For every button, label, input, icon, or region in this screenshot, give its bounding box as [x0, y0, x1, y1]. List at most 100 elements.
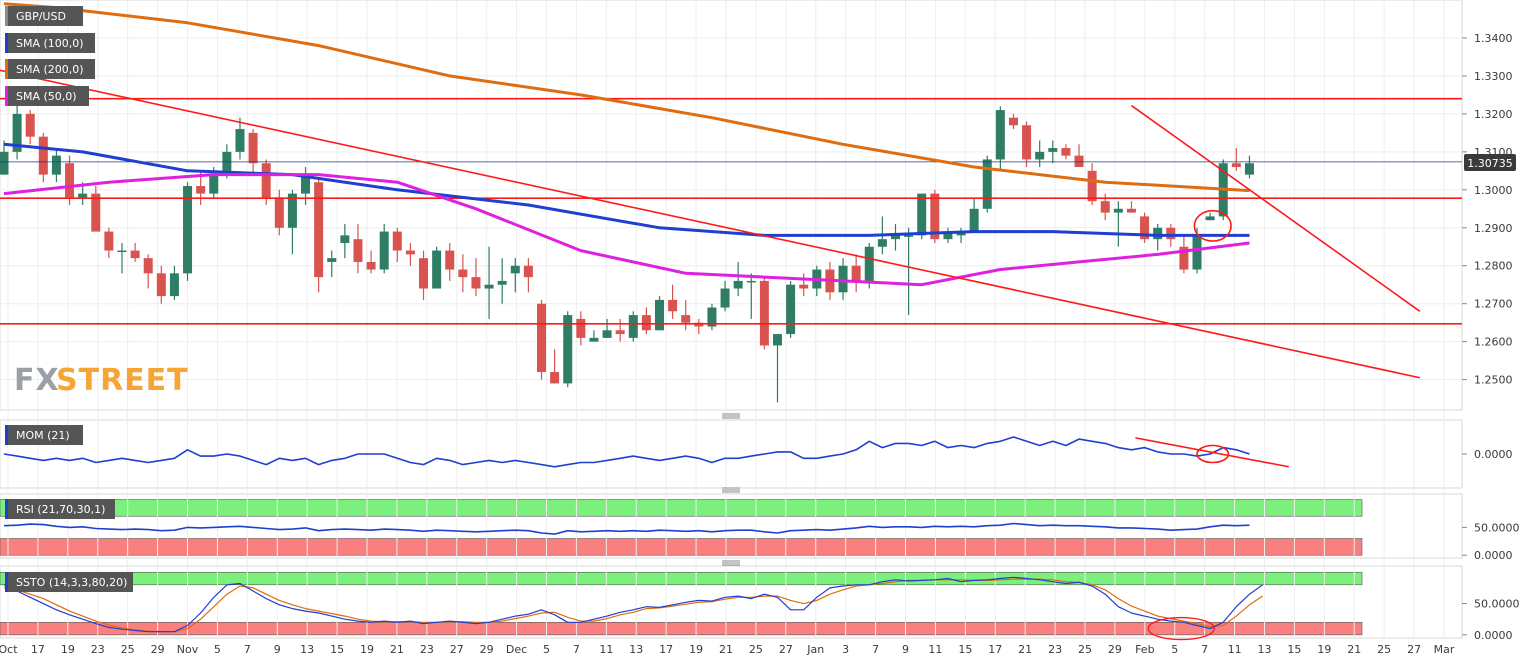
y-tick-label: 1.3000 [1474, 184, 1513, 197]
ssto-d-line [3, 578, 1263, 633]
x-tick-label: 3 [842, 643, 849, 656]
oscillator-layer [3, 436, 1289, 641]
x-tick-label: 21 [1347, 643, 1361, 656]
candle-body [681, 315, 691, 323]
candle-body [301, 174, 311, 194]
candle-body [274, 197, 284, 228]
y-tick-label: 1.3300 [1474, 70, 1513, 83]
candle-body [838, 265, 848, 293]
candle-body [864, 246, 874, 281]
legend-sma200[interactable]: SMA (200,0) [5, 59, 95, 79]
x-tick-label: 7 [244, 643, 251, 656]
candle-body [772, 334, 782, 346]
legend-ssto[interactable]: SSTO (14,3,3,80,20) [5, 572, 133, 592]
grip-handle-icon[interactable] [722, 487, 740, 493]
candle-body [1074, 155, 1084, 168]
candle-body [1153, 227, 1163, 240]
candle-body [799, 284, 809, 289]
candle-body [51, 155, 61, 175]
legend-sma50[interactable]: SMA (50,0) [5, 86, 89, 106]
candle-body [183, 186, 193, 274]
x-tick-label: 29 [1108, 643, 1122, 656]
rsi-line [3, 522, 1250, 535]
y-tick-label: 50.0000 [1474, 521, 1520, 534]
svg-text:SMA (100,0): SMA (100,0) [16, 37, 84, 50]
sma100-line [3, 142, 1250, 237]
x-tick-label: 11 [1228, 643, 1242, 656]
x-tick-label: 21 [390, 643, 404, 656]
candle-body [65, 163, 75, 198]
candle-body [904, 235, 914, 237]
candle-body [877, 239, 887, 247]
x-tick-label: 25 [749, 643, 763, 656]
candle-body [38, 136, 48, 175]
x-tick-label: 5 [214, 643, 221, 656]
candle-body [786, 284, 796, 335]
svg-text:SMA (50,0): SMA (50,0) [16, 90, 77, 103]
candle-body [1022, 125, 1032, 160]
x-tick-label: 5 [1171, 643, 1178, 656]
trendline [0, 69, 1421, 379]
y-tick-label: 0.0000 [1474, 629, 1513, 642]
trendline [1130, 104, 1421, 312]
candle-body [287, 193, 297, 228]
candle-body [1035, 151, 1045, 160]
x-tick-label: 7 [573, 643, 580, 656]
x-tick-label: 19 [360, 643, 374, 656]
candle-body [156, 273, 166, 297]
candle-body [366, 261, 376, 270]
x-tick-label: 19 [1317, 643, 1331, 656]
candle-body [628, 315, 638, 338]
x-tick-label: 13 [1258, 643, 1272, 656]
legend-rsi[interactable]: RSI (21,70,30,1) [5, 499, 115, 519]
candle-body [419, 258, 429, 289]
candle-body [484, 284, 494, 289]
x-tick-label: 17 [659, 643, 673, 656]
candle-body [340, 235, 350, 243]
candle-body [746, 280, 756, 283]
candle-body [248, 132, 258, 164]
candle-body [1048, 148, 1058, 152]
candle-body [537, 303, 547, 373]
legend-sma100[interactable]: SMA (100,0) [5, 33, 95, 53]
candle-body [209, 174, 219, 194]
candle-body [995, 110, 1005, 160]
candle-body [1087, 170, 1097, 202]
x-tick-label: 19 [61, 643, 75, 656]
y-tick-label: 0.0000 [1474, 549, 1513, 562]
candle-body [510, 265, 520, 274]
mom-panel [0, 419, 1463, 489]
fxstreet-watermark-street: STREET [56, 363, 189, 398]
x-tick-label: 23 [91, 643, 105, 656]
candle-body [104, 231, 114, 251]
x-tick-label: 25 [1078, 643, 1092, 656]
current-price-label: 1.30735 [1467, 157, 1513, 170]
grip-handle-icon[interactable] [722, 560, 740, 566]
candle-body [405, 250, 415, 255]
y-tick-label: 1.3400 [1474, 32, 1513, 45]
candle-body [143, 258, 153, 274]
candle-body [576, 318, 586, 338]
y-tick-label: 1.3200 [1474, 108, 1513, 121]
x-tick-label: 21 [719, 643, 733, 656]
x-tick-label: 7 [1201, 643, 1208, 656]
legend-mom[interactable]: MOM (21) [5, 425, 83, 445]
candle-body [314, 182, 324, 278]
legend-gbpusd[interactable]: GBP/USD [5, 6, 83, 26]
x-tick-label: 29 [480, 643, 494, 656]
candle-body [353, 239, 363, 262]
grip-handle-icon[interactable] [722, 413, 740, 419]
x-tick-label: 11 [928, 643, 942, 656]
fxstreet-watermark-fx: FX [14, 363, 60, 398]
x-tick-label: 15 [1287, 643, 1301, 656]
y-tick-label: 0.0000 [1474, 448, 1513, 461]
candle-body [91, 193, 101, 232]
ssto-overbought-zone [0, 571, 1363, 586]
candle-body [379, 231, 389, 270]
candle-body [117, 250, 127, 253]
ssto-circle-annotation [1147, 616, 1215, 641]
svg-text:RSI (21,70,30,1): RSI (21,70,30,1) [16, 503, 105, 516]
x-tick-label: 17 [31, 643, 45, 656]
y-tick-label: 50.0000 [1474, 598, 1520, 611]
